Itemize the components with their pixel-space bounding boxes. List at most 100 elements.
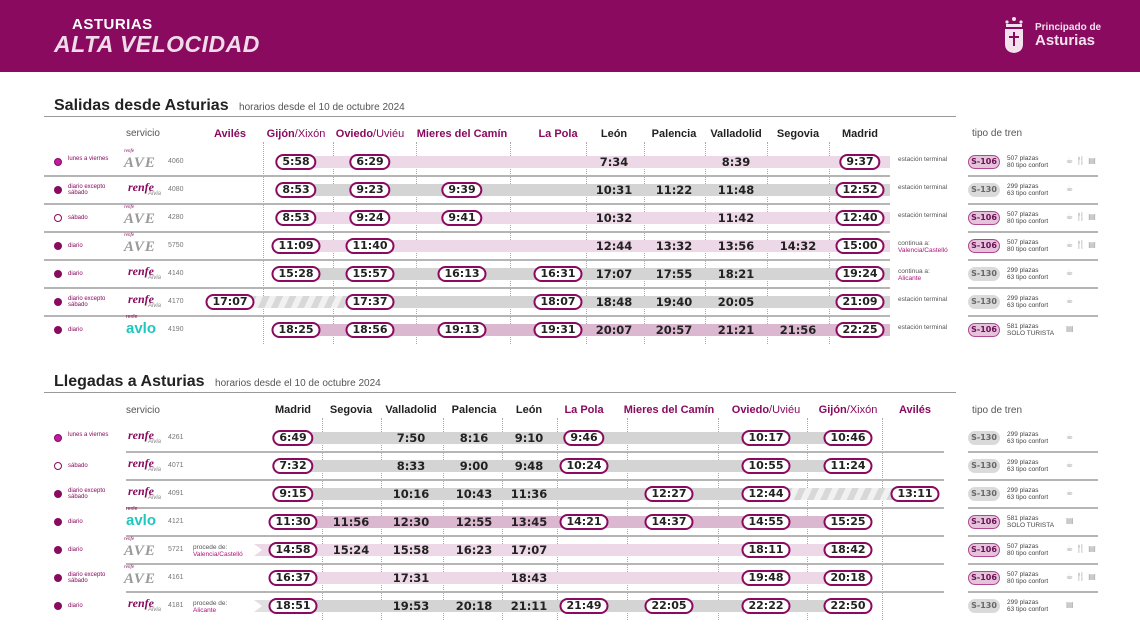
amenities-icons: ☕ xyxy=(1066,296,1074,305)
origin-note: procede de: Valencia/Castelló xyxy=(193,544,243,558)
llegadas-title: Llegadas a Asturias xyxy=(54,373,205,390)
service-days: diario xyxy=(68,327,83,333)
time-cell: 21:21 xyxy=(717,323,755,337)
renfe-mini-label: renfe xyxy=(124,537,135,542)
amenities-icons: ☕ xyxy=(1066,268,1074,277)
service-day-dot-icon xyxy=(54,186,62,194)
ave-logo: renfe AVE xyxy=(124,205,156,228)
time-cell: 15:24 xyxy=(332,543,370,557)
column-header: León xyxy=(516,404,542,416)
origin-destination: Valencia/Castelló xyxy=(193,551,243,558)
renfe-wordmark: renfe xyxy=(128,596,154,610)
salidas-servicio-header: servicio xyxy=(126,128,160,139)
renfe-wordmark: renfe xyxy=(128,456,154,470)
train-capacity: 507 plazas 80 tipo confort xyxy=(1007,543,1048,557)
row-divider xyxy=(968,563,1098,565)
salidas-subtitle: horarios desde el 10 de octubre 2024 xyxy=(239,102,405,113)
amenities-icons: ▤ xyxy=(1066,516,1074,525)
seats-count: 581 plazas xyxy=(1007,515,1039,522)
renfe-mini-label: renfe xyxy=(124,149,135,154)
time-pill: 17:07 xyxy=(205,294,255,310)
time-pill: 22:50 xyxy=(823,598,873,614)
amenities-icons: ☕ xyxy=(1066,432,1074,441)
comfort-count: 80 tipo confort xyxy=(1007,550,1049,557)
time-cell: 10:43 xyxy=(455,487,493,501)
time-pill: 18:56 xyxy=(345,322,395,338)
time-pill: 12:40 xyxy=(835,210,885,226)
time-pill: 13:11 xyxy=(890,486,940,502)
train-type-badge: S-130 xyxy=(968,487,1000,501)
column-header: Segovia xyxy=(777,128,819,140)
train-type-badge: S-106 xyxy=(968,323,1000,337)
seats-count: 299 plazas xyxy=(1007,183,1039,190)
llegadas-tipo-header: tipo de tren xyxy=(972,405,1023,416)
time-pill: 9:37 xyxy=(839,154,881,170)
train-type-badge: S-130 xyxy=(968,459,1000,473)
time-cell: 20:57 xyxy=(655,323,693,337)
row-divider xyxy=(44,287,890,289)
station-name: Segovia xyxy=(776,128,820,140)
comfort-count: 63 tipo confort xyxy=(1007,606,1049,613)
bypass-band xyxy=(250,296,350,308)
time-pill: 19:48 xyxy=(741,570,791,586)
renfe-mini-label: renfe xyxy=(124,565,135,570)
station-name: Palencia xyxy=(651,128,697,140)
row-divider xyxy=(126,591,944,593)
time-cell: 21:11 xyxy=(510,599,548,613)
train-type-badge: S-106 xyxy=(968,543,1000,557)
origin-destination: Alicante xyxy=(193,607,217,614)
amenities-icons: ▤ xyxy=(1066,324,1074,333)
renfe-alvia-logo: renfe Alvia xyxy=(128,292,161,309)
table-row: diario excepto sábado renfe AVE 4161 16:37 17… xyxy=(0,564,1140,593)
station-name: Oviedo xyxy=(335,128,374,140)
comfort-count: 80 tipo confort xyxy=(1007,162,1049,169)
time-cell: 7:50 xyxy=(396,431,426,445)
comfort-count: 63 tipo confort xyxy=(1007,438,1049,445)
time-cell: 7:34 xyxy=(599,155,629,169)
time-cell: 16:23 xyxy=(455,543,493,557)
column-header: Gijón/Xixón xyxy=(267,128,326,140)
train-capacity: 507 plazas 80 tipo confort xyxy=(1007,211,1048,225)
amenities-icons: ▤ xyxy=(1066,600,1074,609)
time-pill: 9:41 xyxy=(441,210,483,226)
time-pill: 9:39 xyxy=(441,182,483,198)
column-divider xyxy=(882,418,883,620)
table-row: sábado renfe AVE 4280 8:53 9:24 9:41 10:32 11:42… xyxy=(0,204,1140,233)
time-cell: 20:07 xyxy=(595,323,633,337)
time-pill: 15:25 xyxy=(823,514,873,530)
station-name: Gijón xyxy=(266,128,295,140)
renfe-wordmark: renfe xyxy=(128,264,154,278)
train-number: 5750 xyxy=(168,242,184,249)
time-cell: 18:48 xyxy=(595,295,633,309)
time-pill: 14:37 xyxy=(644,514,694,530)
service-day-dot-icon xyxy=(54,518,62,526)
renfe-wordmark: renfe xyxy=(128,428,154,442)
time-pill: 16:37 xyxy=(268,570,318,586)
time-cell: 11:22 xyxy=(655,183,693,197)
time-cell: 12:55 xyxy=(455,515,493,529)
train-number: 4261 xyxy=(168,434,184,441)
service-day-dot-icon xyxy=(54,434,62,442)
brand-title-top: ASTURIAS xyxy=(72,16,153,33)
train-capacity: 507 plazas 80 tipo confort xyxy=(1007,155,1048,169)
time-cell: 13:32 xyxy=(655,239,693,253)
train-number: 4121 xyxy=(168,518,184,525)
service-days: diario excepto sábado xyxy=(68,572,106,584)
comfort-count: 63 tipo confort xyxy=(1007,494,1049,501)
seats-count: 507 plazas xyxy=(1007,211,1039,218)
column-header: Avilés xyxy=(899,404,931,416)
row-divider xyxy=(126,479,944,481)
train-type-badge: S-130 xyxy=(968,183,1000,197)
time-pill: 14:58 xyxy=(268,542,318,558)
train-type-badge: S-106 xyxy=(968,155,1000,169)
time-pill: 21:49 xyxy=(559,598,609,614)
train-capacity: 581 plazas SOLO TURISTA xyxy=(1007,323,1054,337)
service-days: diario xyxy=(68,271,83,277)
column-header: Segovia xyxy=(330,404,372,416)
time-pill: 10:24 xyxy=(559,458,609,474)
time-cell: 19:40 xyxy=(655,295,693,309)
train-number: 4140 xyxy=(168,270,184,277)
time-cell: 11:42 xyxy=(717,211,755,225)
service-day-dot-icon xyxy=(54,546,62,554)
header-banner: ASTURIAS ALTA VELOCIDAD Principado de As… xyxy=(0,0,1140,72)
